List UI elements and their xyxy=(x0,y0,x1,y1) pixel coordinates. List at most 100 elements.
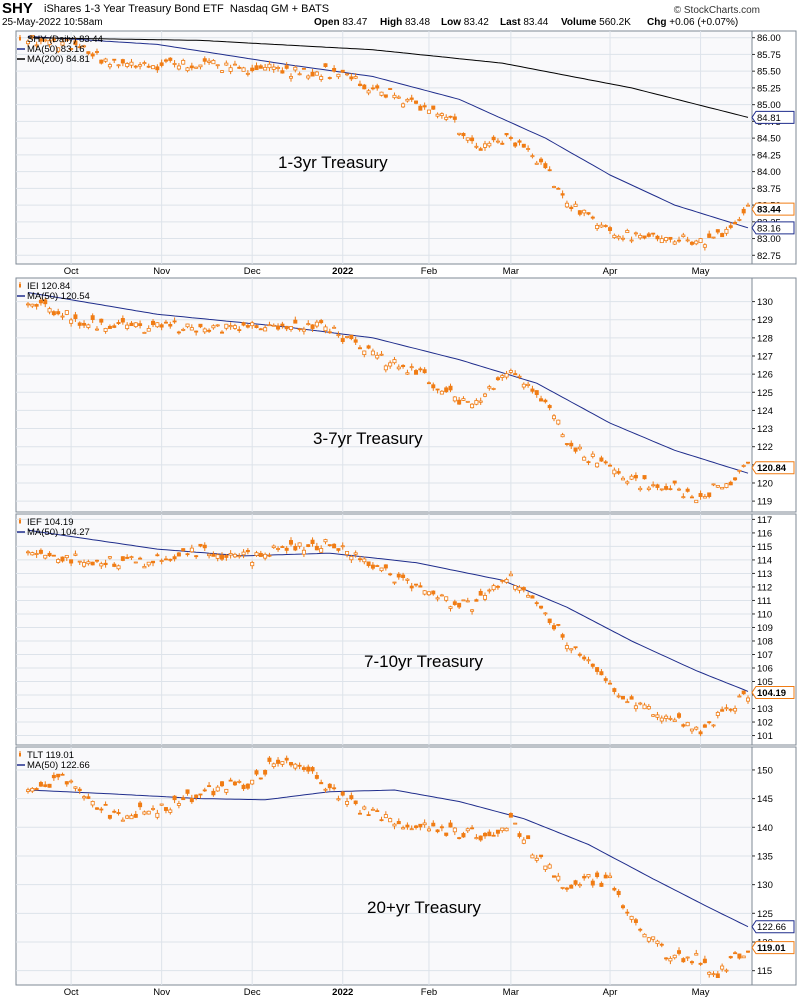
price-candle xyxy=(388,362,393,367)
price-candle xyxy=(34,553,39,555)
header-security-name: iShares 1-3 Year Treasury Bond ETF Nasda… xyxy=(44,3,329,15)
price-candle xyxy=(405,98,410,102)
price-candle xyxy=(448,115,453,118)
price-candle xyxy=(608,227,613,231)
price-candle xyxy=(73,314,78,319)
price-candle xyxy=(500,142,505,145)
price-candle xyxy=(51,774,56,779)
price-candle xyxy=(556,419,561,425)
price-candle xyxy=(612,469,617,475)
price-candle xyxy=(90,801,95,806)
price-candle xyxy=(280,70,285,74)
price-candle xyxy=(103,328,108,332)
price-candle xyxy=(547,618,552,623)
price-candle xyxy=(263,553,268,559)
price-candle xyxy=(465,828,470,832)
price-candle xyxy=(698,731,703,735)
price-candle xyxy=(151,808,156,810)
price-candle xyxy=(38,299,43,304)
price-candle xyxy=(633,232,638,235)
price-candle xyxy=(237,555,242,558)
price-candle xyxy=(25,303,30,306)
price-candle xyxy=(327,77,332,79)
price-candle xyxy=(698,962,703,965)
value-label-box xyxy=(751,461,795,475)
price-candle xyxy=(349,556,354,561)
price-candle xyxy=(276,325,281,330)
price-candle xyxy=(323,326,328,332)
value-label: 120.84 xyxy=(757,463,787,474)
price-candle xyxy=(125,815,130,819)
price-candle xyxy=(508,573,513,577)
price-candle xyxy=(64,39,69,42)
price-candle xyxy=(237,329,242,331)
price-candle xyxy=(543,163,548,169)
legend-item: MA(50) 104.27 xyxy=(27,527,90,538)
price-candle xyxy=(56,47,61,52)
price-candle xyxy=(720,486,725,490)
price-candle xyxy=(629,475,634,480)
price-candle xyxy=(431,822,436,827)
price-candle xyxy=(319,320,324,324)
price-candle xyxy=(142,811,147,815)
price-candle xyxy=(185,553,190,556)
price-candle xyxy=(681,724,686,727)
y-tick-label: 85.75 xyxy=(757,50,781,61)
price-candle xyxy=(379,819,384,822)
price-candle xyxy=(232,553,237,558)
price-candle xyxy=(379,567,384,572)
price-candle xyxy=(146,810,151,815)
price-candle xyxy=(707,721,712,724)
price-candle xyxy=(306,544,311,547)
price-candle xyxy=(237,780,242,783)
price-candle xyxy=(638,487,643,491)
plot-area xyxy=(15,277,753,513)
price-candle xyxy=(513,142,518,147)
price-candle xyxy=(741,465,746,467)
chart-header: SHY iShares 1-3 Year Treasury Bond ETF N… xyxy=(0,0,800,30)
price-candle xyxy=(142,566,147,569)
price-candle xyxy=(582,456,587,461)
price-candle xyxy=(198,793,203,796)
price-candle xyxy=(90,53,95,57)
y-tick-label: 135 xyxy=(757,851,773,862)
price-candle xyxy=(603,678,608,681)
price-candle xyxy=(689,961,694,964)
price-candle xyxy=(327,331,332,334)
price-candle xyxy=(336,798,341,801)
price-candle xyxy=(77,46,82,49)
price-candle xyxy=(517,833,522,837)
price-candle xyxy=(280,761,285,765)
price-candle xyxy=(271,545,276,549)
price-candle xyxy=(707,492,712,497)
price-candle xyxy=(314,775,319,779)
price-candle xyxy=(495,140,500,143)
chart-annotation: 3-7yr Treasury xyxy=(313,429,423,448)
x-tick-label: May xyxy=(692,266,710,277)
price-candle xyxy=(159,324,164,328)
price-candle xyxy=(383,564,388,569)
price-candle xyxy=(543,612,548,615)
price-candle xyxy=(228,325,233,328)
price-candle xyxy=(340,338,345,343)
legend-item: MA(200) 84.81 xyxy=(27,54,90,65)
price-candle xyxy=(245,325,250,328)
price-candle xyxy=(599,457,604,462)
price-candle xyxy=(487,589,492,592)
price-candle xyxy=(707,971,712,975)
price-candle xyxy=(590,663,595,667)
value-label-box xyxy=(751,202,795,216)
price-candle xyxy=(163,321,168,324)
price-candle xyxy=(629,696,634,700)
price-candle xyxy=(746,697,751,702)
y-tick-label: 102 xyxy=(757,718,773,729)
price-candle xyxy=(396,573,401,578)
price-candle xyxy=(103,562,108,566)
price-candle xyxy=(56,559,61,563)
price-candle xyxy=(733,708,738,712)
price-candle xyxy=(620,237,625,240)
price-candle xyxy=(297,328,302,331)
price-candle xyxy=(189,65,194,69)
quote-high: High 83.48 xyxy=(380,17,431,28)
price-candle xyxy=(638,928,643,931)
